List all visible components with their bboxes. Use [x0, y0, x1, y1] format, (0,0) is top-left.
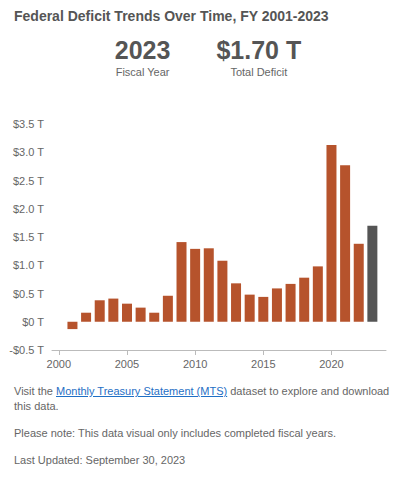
svg-text:$2.0 T: $2.0 T: [13, 203, 44, 215]
html-text:Last Updated: September 30, 20: Last Updated: September 30, 2023: [14, 454, 186, 466]
svg-text:2010: 2010: [183, 358, 207, 370]
html-text:Visit the Monthly Treasury Sta: Visit the Monthly Treasury Statement (MT…: [14, 385, 390, 412]
svg-text:$1.0 T: $1.0 T: [13, 259, 44, 271]
html-text:$1.70 T: $1.70 T: [216, 36, 302, 64]
svg-text:2005: 2005: [115, 358, 139, 370]
svg-text:$3.5 T: $3.5 T: [13, 118, 44, 130]
html-text:Fiscal Year: Fiscal Year: [115, 66, 170, 78]
svg-text:2000: 2000: [47, 358, 71, 370]
html-text:2023: 2023: [114, 36, 171, 64]
svg-text:-$0.5 T: -$0.5 T: [9, 344, 44, 356]
html-text:Total Deficit: Total Deficit: [230, 66, 288, 78]
svg-text:$2.5 T: $2.5 T: [13, 175, 44, 187]
html-text:Please note: This data visual: Please note: This data visual only inclu…: [14, 427, 336, 439]
svg-text:$3.0 T: $3.0 T: [13, 146, 44, 158]
svg-text:$0 T: $0 T: [22, 316, 44, 328]
svg-text:2015: 2015: [251, 358, 275, 370]
svg-text:2020: 2020: [319, 358, 343, 370]
svg-text:$1.5 T: $1.5 T: [13, 231, 44, 243]
html-text:Federal Deficit Trends Over Ti: Federal Deficit Trends Over Time, FY 200…: [14, 8, 329, 24]
svg-text:$0.5 T: $0.5 T: [13, 288, 44, 300]
